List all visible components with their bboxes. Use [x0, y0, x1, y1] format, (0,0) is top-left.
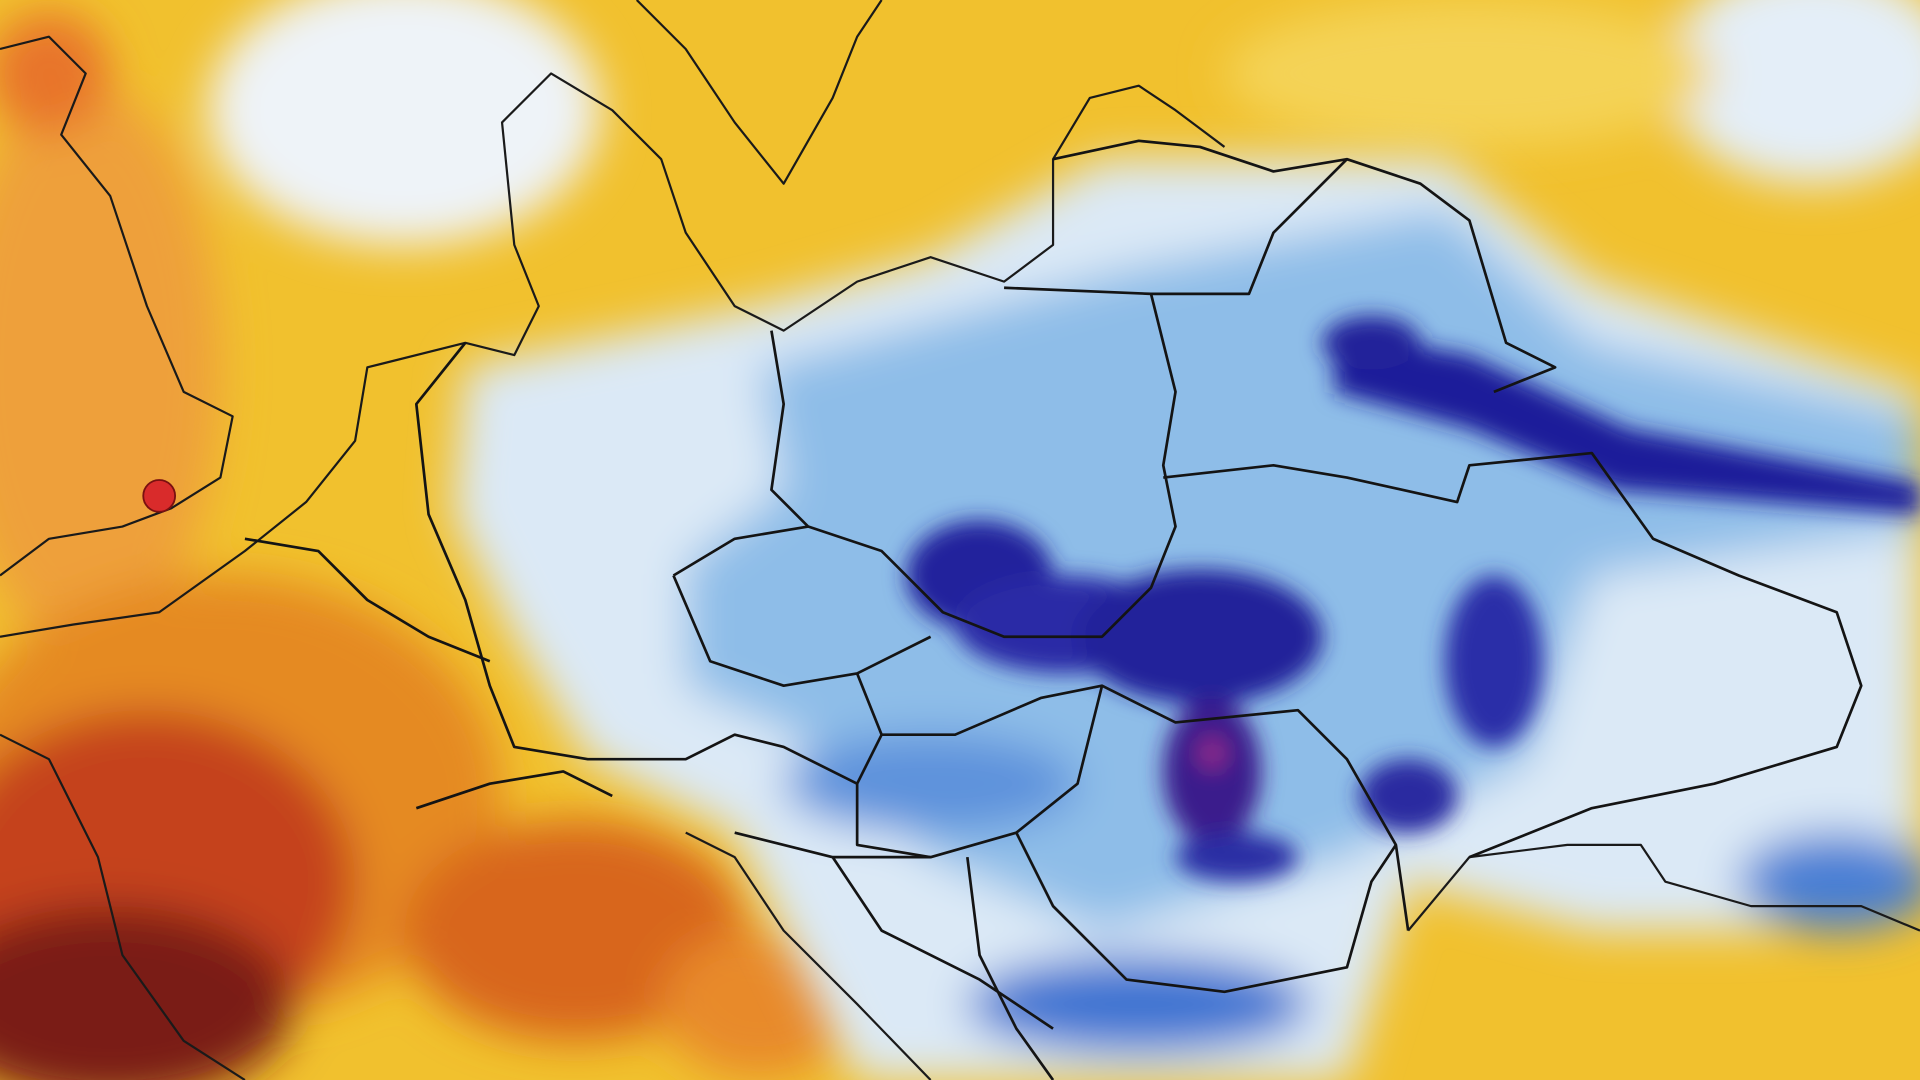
- coldest-areas: [906, 315, 1920, 882]
- location-marker: [142, 479, 177, 513]
